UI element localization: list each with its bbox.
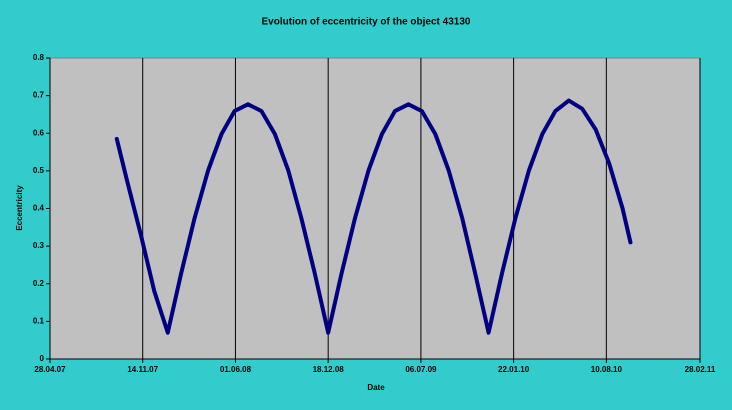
x-tick-label: 18.12.08 bbox=[313, 365, 345, 374]
x-tick-label: 14.11.07 bbox=[127, 365, 158, 374]
y-tick-label: 0.5 bbox=[33, 166, 45, 175]
x-tick-label: 06.07.09 bbox=[405, 365, 437, 374]
y-tick-label: 0.1 bbox=[33, 316, 45, 325]
y-tick-label: 0.2 bbox=[33, 279, 45, 288]
data-line bbox=[114, 98, 633, 335]
y-tick-label: 0.7 bbox=[33, 91, 45, 100]
y-axis-title: Eccentricity bbox=[15, 185, 24, 231]
x-tick-label: 28.04.07 bbox=[34, 365, 66, 374]
x-tick-label: 22.01.10 bbox=[498, 365, 530, 374]
y-tick-label: 0.8 bbox=[33, 53, 45, 62]
y-tick-label: 0.3 bbox=[33, 241, 45, 250]
chart-title: Evolution of eccentricity of the object … bbox=[262, 17, 471, 28]
x-tick-label: 28.02.11 bbox=[685, 365, 716, 374]
y-tick-label: 0.6 bbox=[33, 128, 45, 137]
plot-area bbox=[49, 57, 701, 360]
x-tick-label: 01.06.08 bbox=[220, 365, 252, 374]
y-tick-label: 0 bbox=[40, 354, 45, 363]
x-axis-title: Date bbox=[367, 383, 385, 392]
x-tick-label: 10.08.10 bbox=[591, 365, 623, 374]
y-tick-label: 0.4 bbox=[33, 204, 45, 213]
